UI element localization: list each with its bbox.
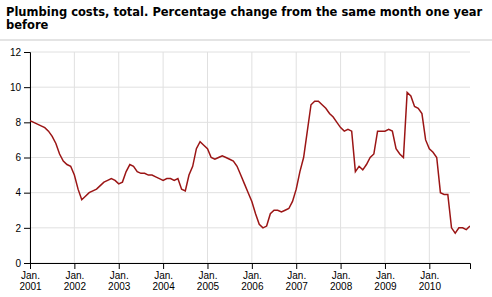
y-tick: 12: [10, 47, 30, 58]
grid-line-x: [429, 52, 430, 263]
x-tick-mark: [429, 263, 430, 269]
x-tick-mark: [119, 263, 120, 269]
title-line: before: [6, 18, 49, 32]
x-tick-label: Jan.2001: [19, 270, 42, 292]
x-tick: Jan.2006: [241, 263, 264, 292]
x-tick-label-line: 2005: [197, 281, 220, 292]
y-tick-label: 12: [10, 47, 22, 58]
x-tick-label: Jan.2009: [374, 270, 397, 292]
x-tick-label: Jan.2007: [286, 270, 309, 292]
y-tick-mark: [24, 122, 30, 123]
x-tick-label-line: Jan.: [287, 270, 306, 281]
x-axis: Jan.2001Jan.2002Jan.2003Jan.2004Jan.2005…: [19, 263, 470, 292]
y-axis-line: [24, 53, 31, 264]
y-tick-mark: [24, 193, 30, 194]
x-tick-mark: [74, 263, 75, 269]
y-tick-label: 6: [15, 152, 21, 163]
x-tick: Jan.2007: [286, 263, 309, 292]
x-tick: Jan.2003: [108, 263, 131, 292]
x-tick-label-line: 2009: [374, 281, 397, 292]
x-tick: Jan.2010: [419, 263, 442, 292]
y-tick: 4: [15, 187, 30, 198]
x-tick-label-line: 2003: [108, 281, 131, 292]
y-tick-label: 2: [15, 223, 21, 234]
x-tick-label-line: 2007: [286, 281, 309, 292]
grid: [30, 52, 470, 263]
y-tick-mark: [24, 263, 30, 264]
y-tick-mark: [24, 158, 30, 159]
y-tick-label: 0: [15, 258, 21, 269]
grid-line-x: [384, 52, 385, 263]
x-tick-label-line: Jan.: [110, 270, 129, 281]
y-tick-mark: [24, 52, 30, 53]
x-tick-label-line: Jan.: [199, 270, 218, 281]
x-tick: Jan.2009: [374, 263, 397, 292]
x-tick-label-line: Jan.: [154, 270, 173, 281]
x-tick-label-line: Jan.: [332, 270, 351, 281]
marks: [30, 92, 470, 233]
x-tick: Jan.2005: [197, 263, 220, 292]
grid-line-x: [74, 52, 75, 263]
x-tick-label-line: Jan.: [420, 270, 439, 281]
x-tick-label-line: Jan.: [21, 270, 40, 281]
x-tick-label: Jan.2010: [419, 270, 442, 292]
x-tick-label-line: 2002: [64, 281, 87, 292]
plot: Jan.2001Jan.2002Jan.2003Jan.2004Jan.2005…: [10, 47, 471, 292]
y-tick-mark: [24, 228, 30, 229]
x-tick-label: Jan.2006: [241, 270, 264, 292]
x-tick-label-line: 2001: [19, 281, 42, 292]
x-tick-label-line: Jan.: [376, 270, 395, 281]
x-tick-label-line: 2010: [419, 281, 442, 292]
grid-line-x: [296, 52, 297, 263]
x-tick: Jan.2004: [152, 263, 175, 292]
x-tick-label-line: 2004: [152, 281, 175, 292]
y-tick: 2: [15, 223, 30, 234]
x-axis-line: [31, 264, 471, 270]
grid-line-x: [163, 52, 164, 263]
separator: [0, 40, 492, 41]
x-tick-mark: [296, 263, 297, 269]
y-tick: 8: [15, 117, 30, 128]
x-tick-label-line: 2006: [241, 281, 264, 292]
x-tick-mark: [207, 263, 208, 269]
y-tick: 0: [15, 258, 30, 269]
grid-line-y: [30, 192, 470, 193]
grid-line-x: [251, 52, 252, 263]
x-tick-label: Jan.2002: [64, 270, 87, 292]
x-tick-mark: [163, 263, 164, 269]
y-tick-mark: [24, 87, 30, 88]
x-tick-label: Jan.2004: [152, 270, 175, 292]
y-tick: 6: [15, 152, 30, 163]
y-tick-label: 8: [15, 117, 21, 128]
x-tick: Jan.2008: [330, 263, 353, 292]
grid-line-y: [30, 122, 470, 123]
y-tick: 10: [10, 82, 30, 93]
y-axis: 0 2 4 6 8 10 12: [10, 47, 31, 269]
grid-line-x: [118, 52, 119, 263]
x-tick-label: Jan.2005: [197, 270, 220, 292]
x-tick: Jan.2001: [19, 263, 42, 292]
x-tick-label-line: 2008: [330, 281, 353, 292]
grid-line-y: [30, 227, 470, 228]
x-tick-mark: [341, 263, 342, 269]
x-tick-label-line: Jan.: [65, 270, 84, 281]
x-tick-label: Jan.2008: [330, 270, 353, 292]
y-tick-label: 4: [15, 187, 21, 198]
grid-line-x: [207, 52, 208, 263]
line: [30, 92, 470, 233]
grid-line-y: [30, 87, 470, 88]
title-line: Plumbing costs, total. Percentage change…: [6, 5, 483, 19]
x-tick-label: Jan.2003: [108, 270, 131, 292]
grid-line-y: [30, 52, 470, 53]
x-tick-mark: [385, 263, 386, 269]
x-tick-label-line: Jan.: [243, 270, 262, 281]
x-tick: Jan.2002: [64, 263, 87, 292]
grid-line-x: [340, 52, 341, 263]
x-tick-mark: [252, 263, 253, 269]
y-tick-label: 10: [10, 82, 22, 93]
title: Plumbing costs, total. Percentage change…: [6, 5, 483, 33]
chart: Plumbing costs, total. Percentage change…: [0, 0, 492, 297]
